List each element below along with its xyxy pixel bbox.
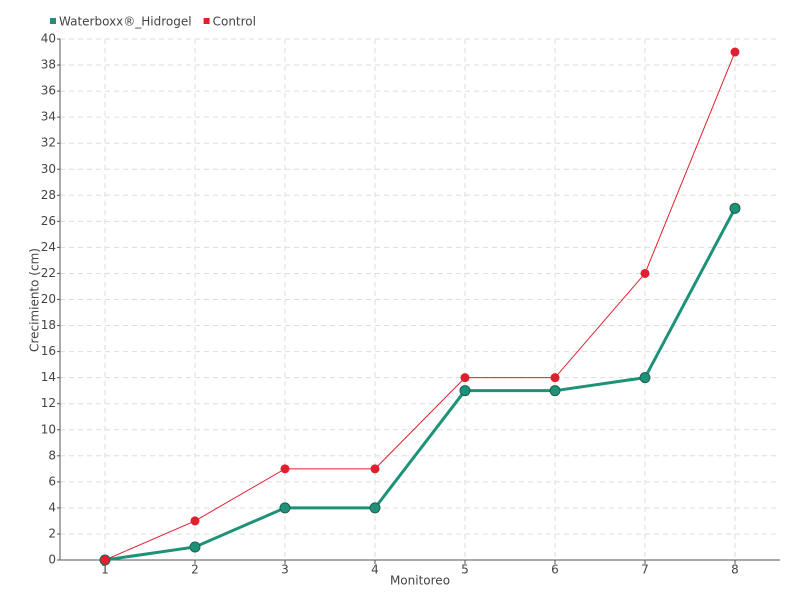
data-point — [460, 373, 470, 383]
y-tick-label: 34 — [41, 110, 56, 124]
data-point — [369, 502, 381, 514]
data-point — [639, 372, 651, 384]
y-tick-label: 14 — [41, 370, 56, 384]
data-point — [459, 385, 471, 397]
legend-swatch — [203, 18, 210, 24]
y-tick-label: 28 — [41, 188, 56, 202]
y-tick-label: 30 — [41, 162, 56, 176]
x-tick-label: 8 — [731, 563, 739, 577]
y-tick-label: 36 — [41, 84, 56, 98]
x-tick-label: 3 — [281, 563, 289, 577]
y-tick-label: 20 — [41, 292, 56, 306]
x-tick-label: 5 — [461, 563, 469, 577]
data-point — [189, 541, 201, 553]
x-tick-label: 2 — [191, 563, 199, 577]
series-line — [104, 51, 736, 561]
y-tick-label: 24 — [41, 240, 56, 254]
x-tick-label: 7 — [641, 563, 649, 577]
data-point — [640, 268, 650, 278]
series-line — [104, 207, 737, 562]
y-tick-label: 22 — [41, 266, 56, 280]
legend-swatch — [50, 18, 56, 24]
y-tick-label: 8 — [48, 448, 56, 462]
legend-label[interactable]: Waterboxx®_Hidrogel — [59, 15, 192, 29]
y-axis-label: Crecimiento (cm) — [28, 248, 42, 352]
y-tick-label: 40 — [41, 32, 56, 46]
x-axis-label: Monitoreo — [390, 574, 450, 588]
y-tick-label: 18 — [41, 318, 56, 332]
data-point — [550, 373, 560, 383]
legend-label[interactable]: Control — [213, 15, 256, 29]
x-tick-label: 6 — [551, 563, 559, 577]
y-tick-label: 2 — [48, 526, 56, 540]
y-tick-label: 38 — [41, 58, 56, 72]
data-point — [100, 555, 110, 565]
x-tick-label: 1 — [101, 563, 109, 577]
data-point — [280, 464, 290, 474]
y-tick-label: 6 — [48, 474, 56, 488]
data-point — [730, 47, 740, 57]
y-tick-label: 26 — [41, 214, 56, 228]
y-tick-label: 12 — [41, 396, 56, 410]
y-tick-label: 10 — [41, 422, 56, 436]
data-point — [549, 385, 561, 397]
x-tick-label: 4 — [371, 563, 379, 577]
y-tick-label: 0 — [48, 553, 56, 567]
y-tick-label: 16 — [41, 344, 56, 358]
data-point — [729, 202, 741, 214]
y-tick-label: 32 — [41, 136, 56, 150]
data-point — [279, 502, 291, 514]
data-point — [370, 464, 380, 474]
data-point — [190, 516, 200, 526]
y-tick-label: 4 — [48, 500, 56, 514]
